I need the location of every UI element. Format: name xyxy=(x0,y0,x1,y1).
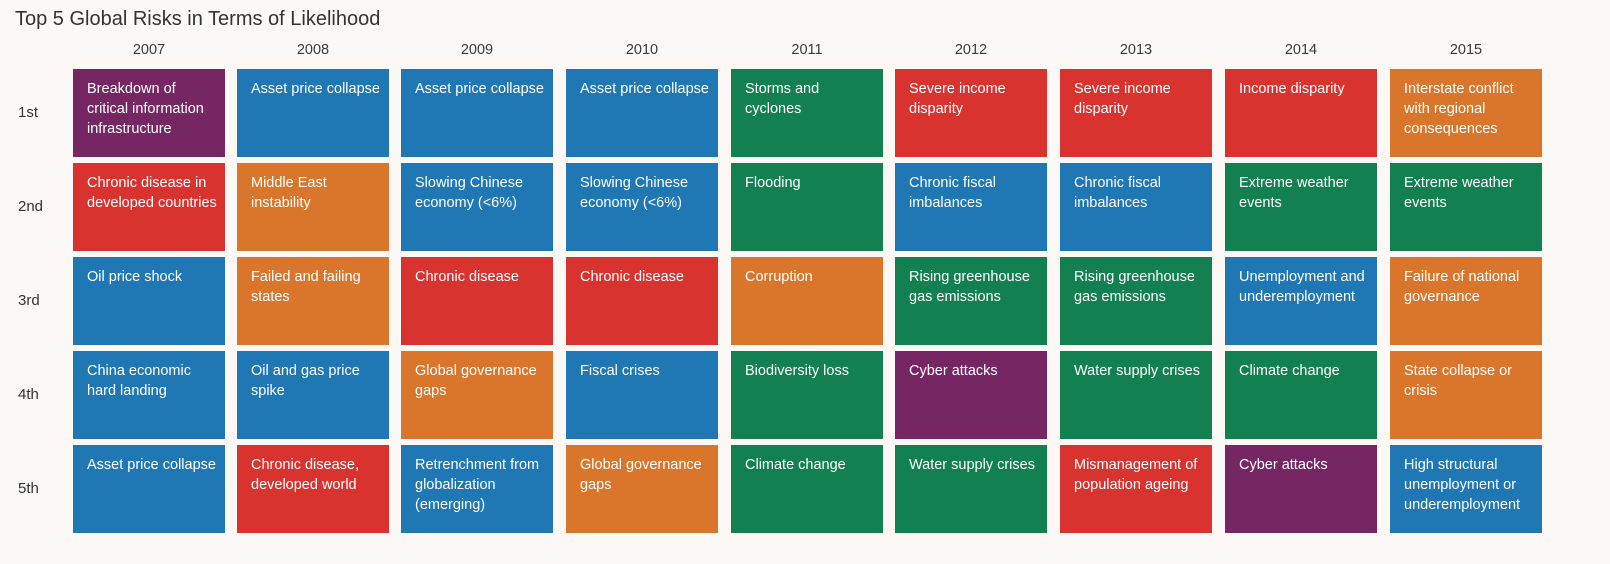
risk-cell: Chronic fiscal imbalances xyxy=(1060,163,1212,251)
risk-cell: Unemployment and underemployment xyxy=(1225,257,1377,345)
risk-cell: Slowing Chinese economy (<6%) xyxy=(566,163,718,251)
risk-cell: Extreme weather events xyxy=(1390,163,1542,251)
year-header: 2014 xyxy=(1284,42,1318,58)
risk-cell: Severe income disparity xyxy=(895,69,1047,157)
risk-cell: Chronic disease xyxy=(401,257,553,345)
risk-cell: High structural unemployment or underemp… xyxy=(1390,445,1542,533)
risk-cell: Failed and failing states xyxy=(237,257,389,345)
risk-cell: Mismanagement of population ageing xyxy=(1060,445,1212,533)
risk-cell: Storms and cyclones xyxy=(731,69,883,157)
risk-cell: Corruption xyxy=(731,257,883,345)
risk-cell: Breakdown of critical information infras… xyxy=(73,69,225,157)
risk-cell: Oil and gas price spike xyxy=(237,351,389,439)
year-header: 2013 xyxy=(1119,42,1153,58)
risk-cell: Flooding xyxy=(731,163,883,251)
risk-cell: Chronic fiscal imbalances xyxy=(895,163,1047,251)
risk-cell: Retrenchment from globalization (emergin… xyxy=(401,445,553,533)
risk-cell: Middle East instability xyxy=(237,163,389,251)
risk-cell: Slowing Chinese economy (<6%) xyxy=(401,163,553,251)
year-header: 2009 xyxy=(460,42,494,58)
risk-cell: Asset price collapse xyxy=(401,69,553,157)
rank-label: 1st xyxy=(18,104,39,121)
risk-cell: Global governance gaps xyxy=(401,351,553,439)
risk-cell: Extreme weather events xyxy=(1225,163,1377,251)
risk-cell: Severe income disparity xyxy=(1060,69,1212,157)
chart-title: Top 5 Global Risks in Terms of Likelihoo… xyxy=(15,8,381,30)
risk-cell: Fiscal crises xyxy=(566,351,718,439)
risk-cell: Water supply crises xyxy=(1060,351,1212,439)
risk-cell: Chronic disease, developed world xyxy=(237,445,389,533)
risk-cell: Rising greenhouse gas emissions xyxy=(1060,257,1212,345)
risk-cell: Climate change xyxy=(731,445,883,533)
risk-cell: Chronic disease in developed countries xyxy=(73,163,225,251)
risk-cell: Asset price collapse xyxy=(73,445,225,533)
year-header: 2015 xyxy=(1449,42,1483,58)
risk-cell: Climate change xyxy=(1225,351,1377,439)
year-header: 2008 xyxy=(296,42,330,58)
risk-cell: Asset price collapse xyxy=(566,69,718,157)
risk-cell: Biodiversity loss xyxy=(731,351,883,439)
risk-cell: Chronic disease xyxy=(566,257,718,345)
risk-cell: Failure of national governance xyxy=(1390,257,1542,345)
risk-cell: Interstate conflict with regional conseq… xyxy=(1390,69,1542,157)
rank-label: 5th xyxy=(18,480,39,497)
rank-label: 3rd xyxy=(18,292,40,309)
risk-cell: Global governance gaps xyxy=(566,445,718,533)
risk-cell: Rising greenhouse gas emissions xyxy=(895,257,1047,345)
risk-cell: Water supply crises xyxy=(895,445,1047,533)
risk-cell: Oil price shock xyxy=(73,257,225,345)
risk-cell: Asset price collapse xyxy=(237,69,389,157)
risk-cell: State collapse or crisis xyxy=(1390,351,1542,439)
year-header: 2011 xyxy=(791,42,823,58)
year-header: 2007 xyxy=(132,42,166,58)
year-header: 2010 xyxy=(625,42,659,58)
risk-cell: Income disparity xyxy=(1225,69,1377,157)
risk-cell: Cyber attacks xyxy=(1225,445,1377,533)
rank-label: 2nd xyxy=(18,198,44,215)
risk-cell: Cyber attacks xyxy=(895,351,1047,439)
rank-label: 4th xyxy=(18,386,39,403)
year-header: 2012 xyxy=(954,42,988,58)
risk-cell: China economic hard landing xyxy=(73,351,225,439)
